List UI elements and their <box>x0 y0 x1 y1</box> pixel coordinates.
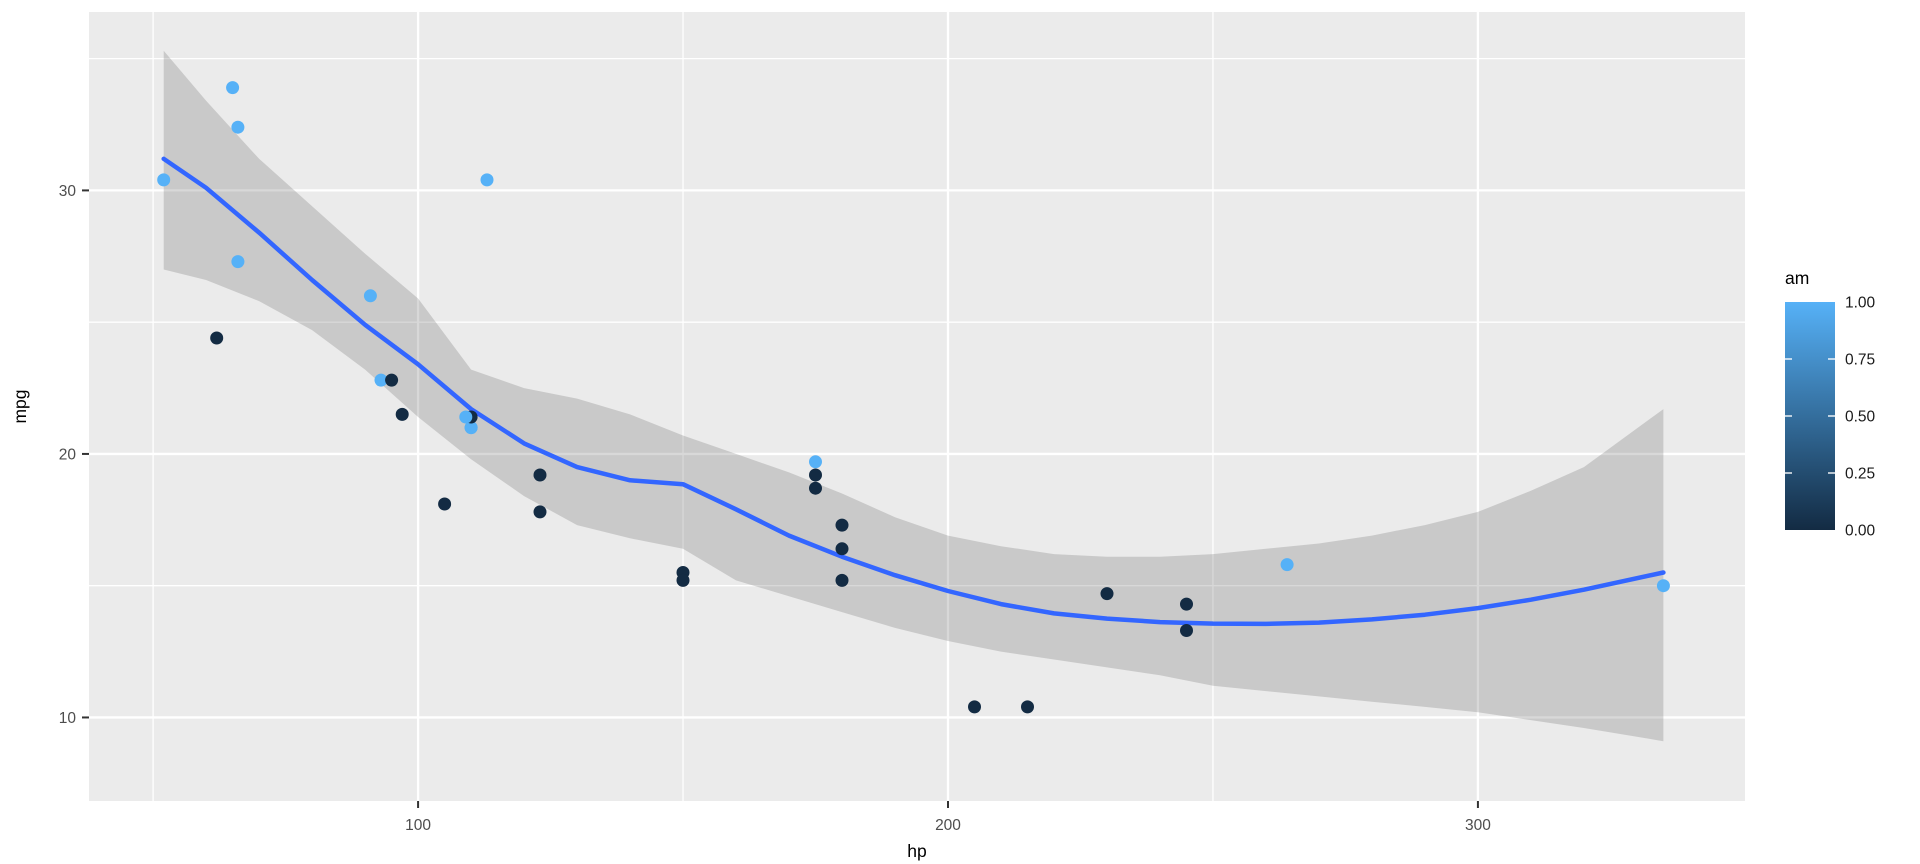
data-point <box>809 481 822 495</box>
data-point <box>226 81 240 95</box>
data-points <box>157 81 1670 714</box>
data-point <box>374 373 388 387</box>
x-axis-tick-label: 300 <box>1465 817 1491 834</box>
y-axis-tick-label: 30 <box>59 183 77 200</box>
data-point <box>231 120 245 134</box>
data-point <box>533 468 547 482</box>
data-point <box>676 573 690 587</box>
legend-title: am <box>1785 268 1809 288</box>
data-point <box>464 421 478 435</box>
legend-label: 0.75 <box>1845 352 1875 369</box>
data-point <box>835 518 849 532</box>
data-point <box>438 497 452 511</box>
data-point <box>231 255 245 269</box>
plot-panel <box>89 12 1745 801</box>
legend-label: 0.25 <box>1845 466 1875 483</box>
data-point <box>210 331 224 345</box>
data-point <box>1100 587 1114 601</box>
data-point <box>363 289 377 303</box>
y-axis-tick-label: 20 <box>59 446 77 463</box>
data-point <box>1656 579 1670 593</box>
data-point <box>385 373 399 387</box>
data-point <box>395 407 409 421</box>
x-axis-tick-label: 100 <box>405 817 431 834</box>
data-point <box>1280 558 1294 572</box>
legend-colorbar-ticks <box>1785 358 1835 474</box>
data-point <box>809 468 822 482</box>
data-point <box>968 700 981 714</box>
data-point <box>1180 597 1193 611</box>
data-point <box>459 410 473 424</box>
legend-colorbar <box>1785 302 1835 530</box>
loess-smooth-line <box>161 156 1666 627</box>
x-axis-title: hp <box>907 841 926 861</box>
y-axis-tick-label: 10 <box>59 710 77 727</box>
axis-ticks <box>82 189 1479 808</box>
legend-label: 0.50 <box>1845 409 1876 426</box>
data-point <box>1021 700 1034 714</box>
legend-label: 0.00 <box>1845 523 1876 540</box>
grid-minor <box>89 12 1745 801</box>
data-point <box>809 455 822 469</box>
data-point <box>533 505 547 519</box>
data-point <box>480 173 494 187</box>
data-point <box>157 173 171 187</box>
x-axis-tick-label: 200 <box>935 817 961 834</box>
data-point <box>835 542 849 556</box>
grid-major <box>89 12 1745 801</box>
y-axis-title: mpg <box>10 389 30 423</box>
data-point <box>835 573 849 587</box>
legend-label: 1.00 <box>1845 295 1876 312</box>
data-point <box>1180 624 1193 637</box>
